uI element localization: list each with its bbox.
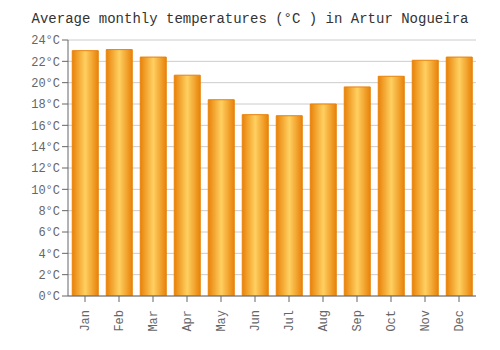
svg-text:Dec: Dec — [453, 310, 467, 332]
svg-text:Jan: Jan — [79, 310, 93, 332]
svg-text:Jul: Jul — [283, 310, 297, 332]
svg-text:Nov: Nov — [419, 310, 433, 332]
svg-text:2°C: 2°C — [38, 269, 60, 283]
svg-text:Oct: Oct — [385, 310, 399, 332]
svg-text:10°C: 10°C — [31, 184, 60, 198]
svg-text:12°C: 12°C — [31, 162, 60, 176]
svg-text:16°C: 16°C — [31, 120, 60, 134]
svg-text:14°C: 14°C — [31, 141, 60, 155]
svg-text:6°C: 6°C — [38, 226, 60, 240]
svg-text:Mar: Mar — [147, 310, 161, 332]
svg-text:24°C: 24°C — [31, 34, 60, 48]
svg-text:20°C: 20°C — [31, 77, 60, 91]
svg-text:Jun: Jun — [249, 310, 263, 332]
svg-text:Feb: Feb — [113, 310, 127, 332]
svg-text:Aug: Aug — [317, 310, 331, 332]
svg-text:4°C: 4°C — [38, 248, 60, 262]
svg-text:Sep: Sep — [351, 310, 365, 332]
html-text:Average monthly temperatures (: Average monthly temperatures (°C ) in Ar… — [31, 11, 469, 27]
svg-text:May: May — [215, 310, 229, 332]
svg-text:0°C: 0°C — [38, 290, 60, 304]
svg-text:Apr: Apr — [181, 310, 195, 332]
svg-text:8°C: 8°C — [38, 205, 60, 219]
svg-text:22°C: 22°C — [31, 56, 60, 70]
svg-text:18°C: 18°C — [31, 98, 60, 112]
